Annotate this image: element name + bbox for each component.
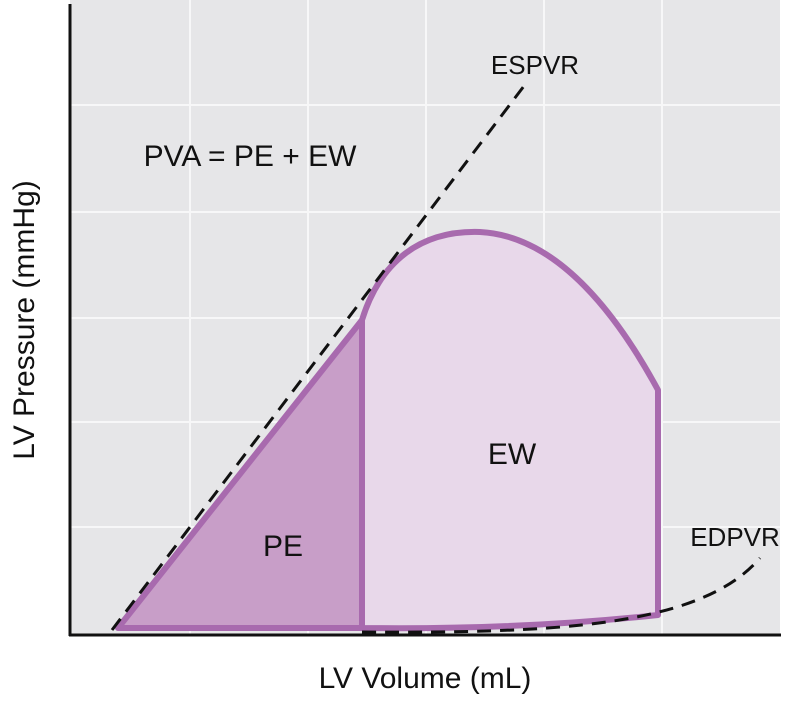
pe-label: PE [263, 530, 303, 563]
edpvr-label: EDPVR [690, 522, 780, 552]
edpvr-line [361, 557, 762, 634]
pe-region [115, 317, 365, 631]
formula: PVA = PE + EW [144, 140, 358, 173]
ew-label: EW [488, 438, 537, 471]
ew-region [359, 228, 661, 632]
y-axis-label: LV Pressure (mmHg) [8, 180, 41, 460]
espvr-label: ESPVR [491, 50, 579, 80]
x-axis-label: LV Volume (mL) [319, 662, 532, 695]
